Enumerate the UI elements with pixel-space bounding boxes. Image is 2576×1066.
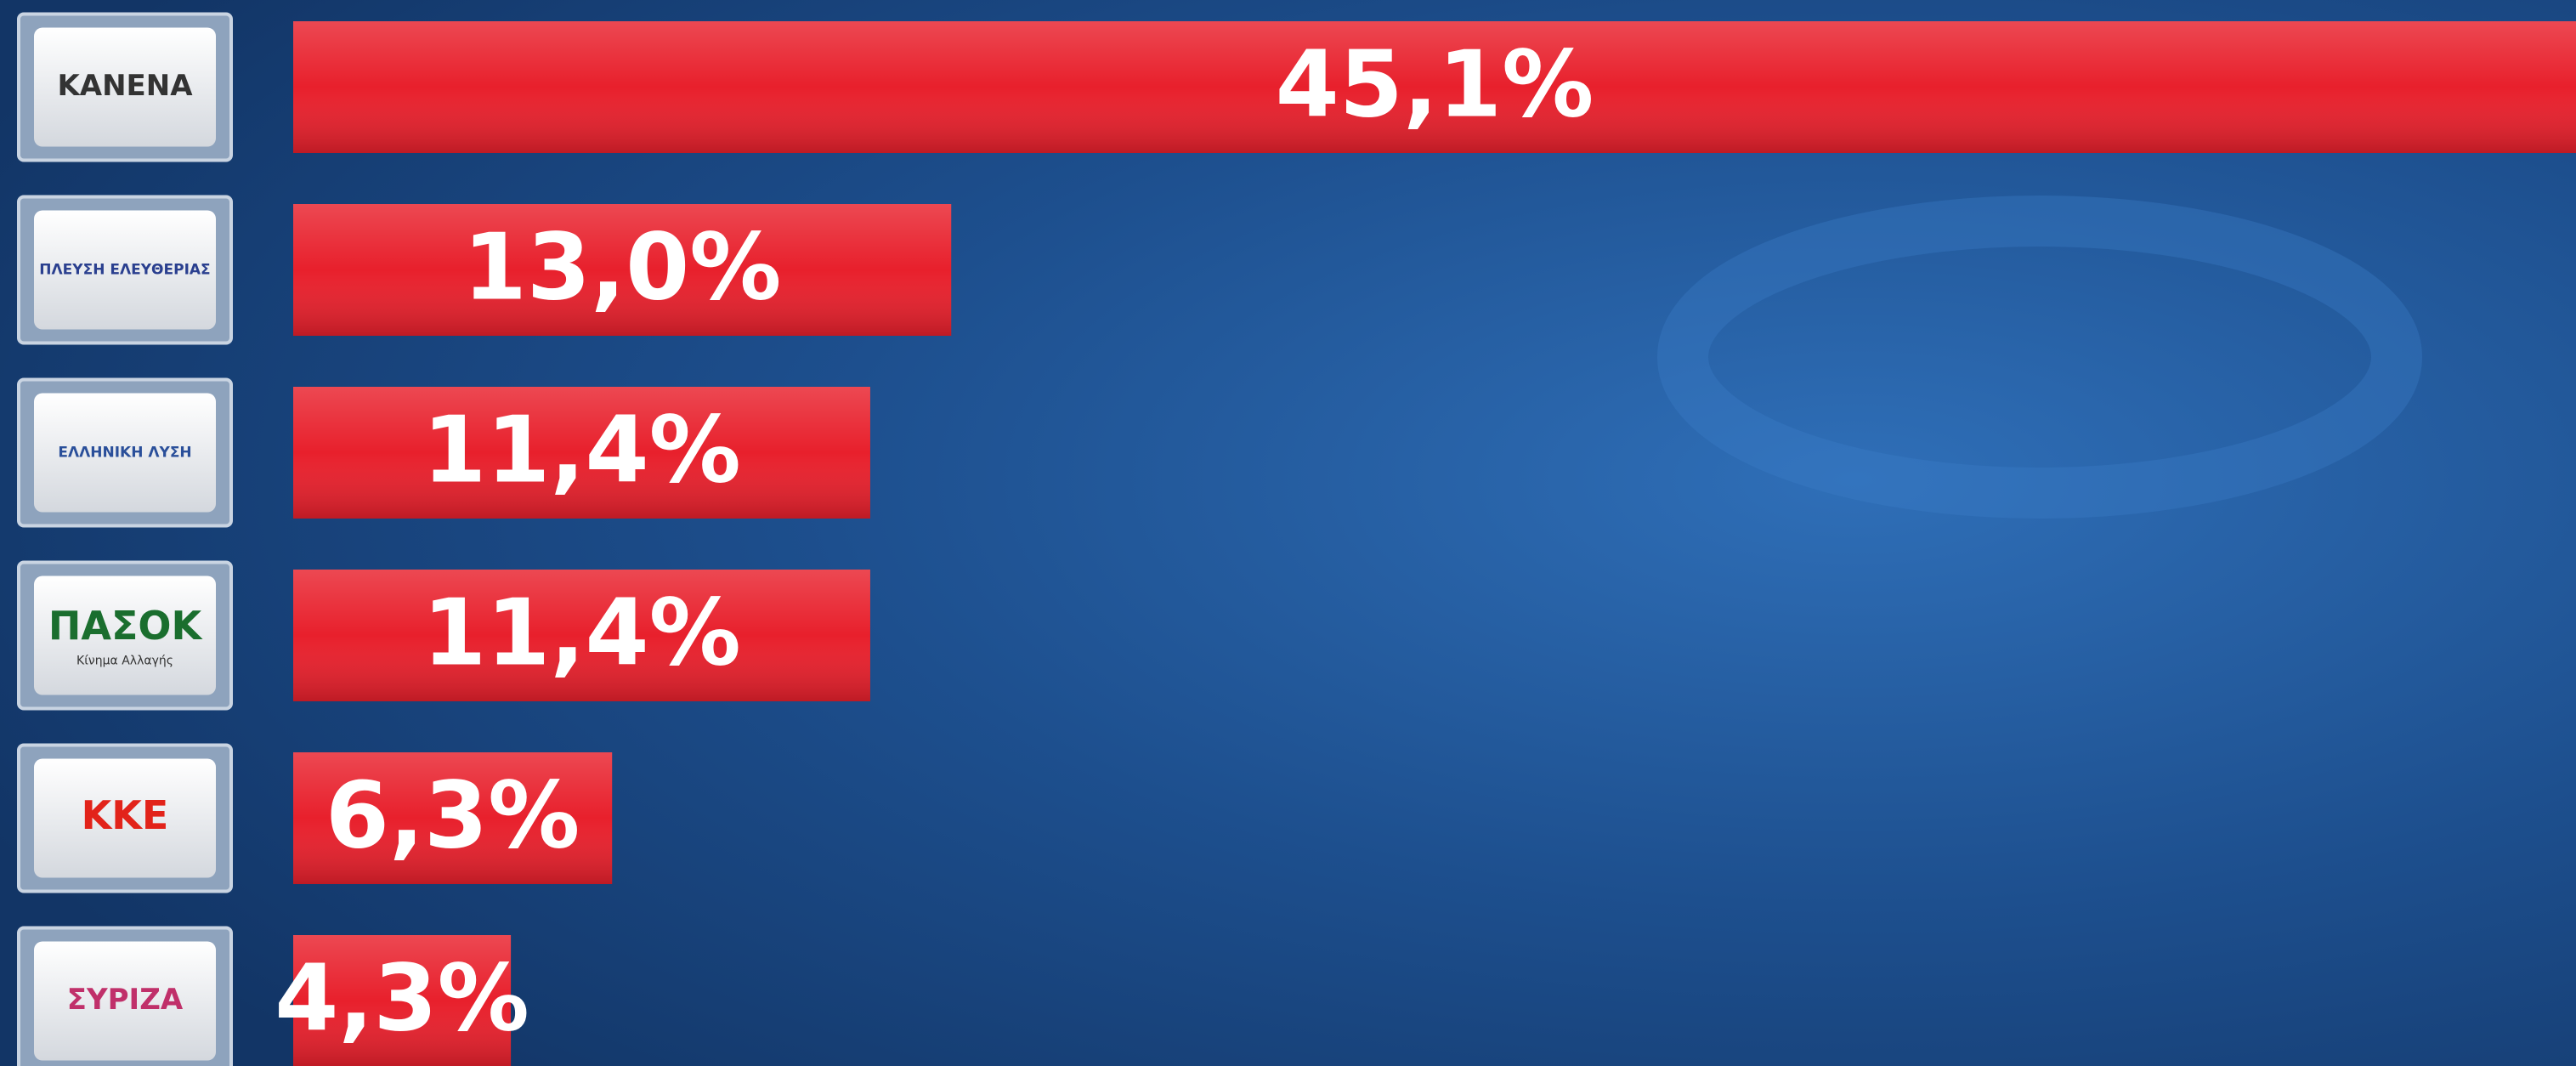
value-label: 4,3% (275, 945, 529, 1052)
value-label: 13,0% (463, 214, 782, 320)
logo-box (34, 758, 216, 878)
logo-box (34, 393, 216, 513)
category-subtitle: Κίνημα Αλλαγής (76, 655, 173, 668)
value-label: 11,4% (422, 580, 741, 686)
bar-sheen (293, 21, 2576, 153)
category-label: ΣΥΡΙΖΑ (67, 983, 184, 1017)
logo-box (34, 27, 216, 147)
logo-box (34, 941, 216, 1061)
category-label: ΚΑΝΕΝΑ (57, 69, 193, 103)
category-label: ΚΚΕ (82, 792, 169, 838)
value-label: 45,1% (1276, 31, 1594, 138)
bar-sheen (293, 935, 512, 1066)
bar-sheen (293, 204, 952, 336)
category-label: ΠΑΣΟΚ (48, 603, 204, 649)
category-label: ΕΛΛΗΝΙΚΗ ΛΥΣΗ (58, 445, 191, 462)
value-label: 11,4% (422, 397, 741, 503)
bar-sheen (293, 387, 870, 519)
background-decoration (1657, 196, 2422, 519)
value-label: 6,3% (326, 763, 580, 869)
category-label: ΠΛΕΥΣΗ ΕΛΕΥΘΕΡΙΑΣ (39, 262, 210, 279)
bar-sheen (293, 570, 870, 701)
logo-box (34, 210, 216, 330)
bar-sheen (293, 752, 613, 884)
logo-box (34, 576, 216, 695)
